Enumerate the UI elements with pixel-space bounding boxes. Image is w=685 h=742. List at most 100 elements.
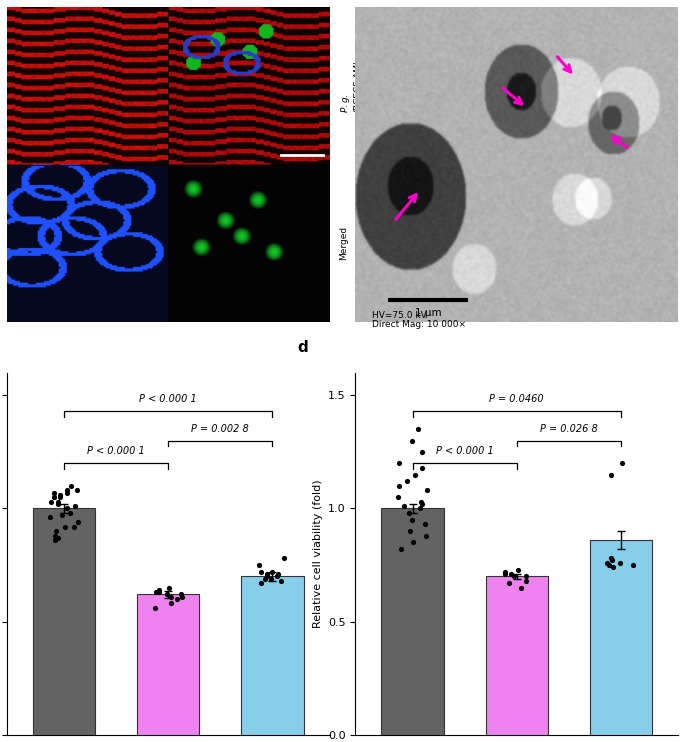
Point: [414, 502, 425, 514]
Point: [408, 536, 419, 548]
Bar: [486, 577, 548, 735]
Point: [153, 584, 164, 596]
Text: 1 µm: 1 µm: [414, 308, 441, 318]
Bar: [590, 540, 652, 735]
Point: [279, 552, 290, 564]
Text: d: d: [297, 340, 308, 355]
Point: [49, 530, 60, 542]
Point: [516, 582, 527, 594]
Point: [64, 507, 75, 519]
Point: [509, 571, 520, 582]
Point: [499, 566, 510, 578]
Point: [176, 588, 187, 600]
Point: [420, 519, 431, 531]
Point: [407, 435, 418, 447]
Point: [603, 559, 614, 571]
Point: [415, 496, 426, 508]
Point: [416, 462, 427, 473]
Text: Merged: Merged: [339, 226, 348, 260]
Point: [605, 552, 616, 564]
Point: [171, 593, 182, 605]
Point: [166, 591, 177, 603]
Point: [57, 509, 68, 521]
Text: Direct Mag: 10 000×: Direct Mag: 10 000×: [371, 321, 466, 329]
Point: [499, 568, 510, 580]
Point: [154, 586, 165, 598]
Point: [149, 602, 160, 614]
Point: [176, 591, 187, 603]
Point: [150, 586, 161, 598]
Point: [262, 568, 273, 580]
Text: HV=75.0 kV: HV=75.0 kV: [371, 311, 426, 320]
Point: [266, 566, 277, 578]
Point: [162, 588, 173, 600]
Text: P < 0.000 1: P < 0.000 1: [139, 395, 197, 404]
Text: P = 0.0460: P = 0.0460: [490, 395, 544, 404]
Point: [256, 577, 266, 589]
Point: [395, 543, 406, 555]
Point: [69, 500, 80, 512]
Text: $P.g.$
(BCECF-AM): $P.g.$ (BCECF-AM): [339, 59, 362, 113]
Point: [60, 521, 71, 533]
Point: [421, 530, 432, 542]
Point: [55, 489, 66, 501]
Point: [65, 480, 76, 492]
Bar: [241, 577, 303, 735]
Point: [255, 566, 266, 578]
Point: [260, 573, 271, 585]
Point: [394, 480, 405, 492]
Point: [409, 469, 420, 481]
Point: [607, 554, 618, 566]
Point: [253, 559, 264, 571]
Point: [261, 571, 272, 582]
Point: [73, 516, 84, 528]
Point: [49, 487, 60, 499]
Point: [608, 561, 619, 573]
Point: [53, 498, 64, 510]
Point: [513, 564, 524, 576]
Point: [45, 511, 55, 523]
Y-axis label: Relative cell viability (fold): Relative cell viability (fold): [312, 479, 323, 628]
Point: [503, 577, 514, 589]
Point: [416, 498, 427, 510]
Text: P < 0.000 1: P < 0.000 1: [436, 447, 494, 456]
Point: [401, 476, 412, 487]
Point: [48, 491, 59, 503]
Point: [49, 534, 60, 546]
Point: [163, 582, 174, 594]
Point: [62, 502, 73, 514]
Point: [416, 446, 427, 458]
Point: [272, 568, 283, 580]
Point: [412, 424, 423, 436]
Point: [62, 485, 73, 496]
Point: [55, 491, 66, 503]
Point: [265, 573, 276, 585]
Point: [403, 507, 414, 519]
Text: P = 0.026 8: P = 0.026 8: [540, 424, 598, 434]
Point: [49, 491, 60, 503]
Point: [53, 496, 64, 508]
Point: [506, 568, 516, 580]
Point: [617, 457, 628, 469]
Point: [50, 525, 61, 537]
Bar: [33, 508, 95, 735]
Text: P = 0.002 8: P = 0.002 8: [191, 424, 249, 434]
Point: [276, 575, 287, 587]
Point: [393, 457, 404, 469]
Point: [68, 521, 79, 533]
Point: [614, 556, 625, 568]
Point: [521, 571, 532, 582]
Point: [393, 491, 403, 503]
Point: [421, 485, 432, 496]
Point: [627, 559, 638, 571]
Point: [271, 571, 282, 582]
Bar: [137, 594, 199, 735]
Point: [166, 597, 177, 609]
Point: [72, 485, 83, 496]
Point: [53, 532, 64, 544]
Text: P < 0.000 1: P < 0.000 1: [87, 447, 145, 456]
Point: [46, 496, 57, 508]
Point: [404, 525, 415, 537]
Point: [62, 487, 73, 499]
Point: [521, 575, 532, 587]
